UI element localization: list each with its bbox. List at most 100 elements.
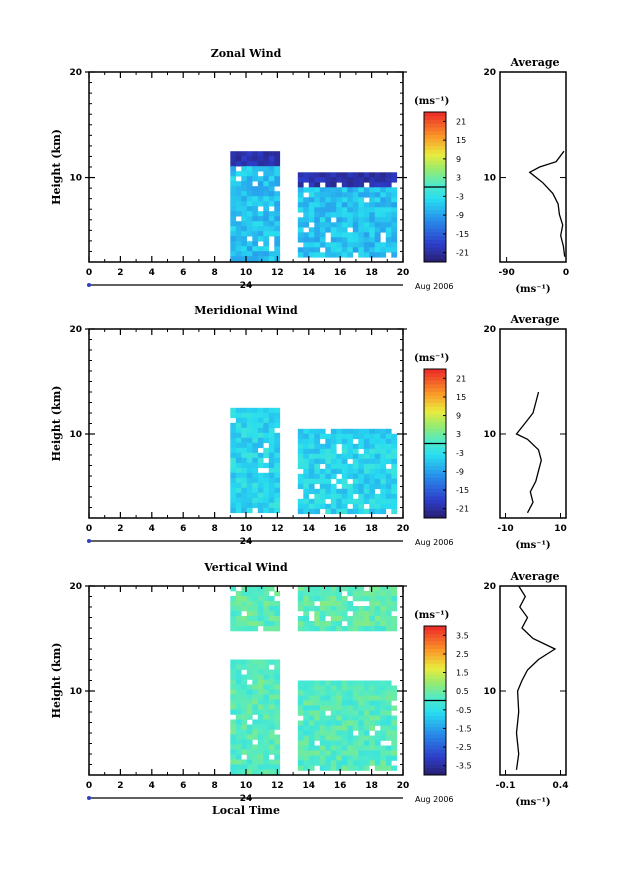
data-cell [391, 458, 398, 465]
data-cell [336, 710, 343, 716]
data-cell [347, 760, 354, 766]
data-cell [268, 452, 275, 459]
data-block [297, 680, 398, 771]
data-cell [358, 591, 365, 597]
data-cell [235, 664, 242, 670]
data-cell [303, 488, 310, 495]
data-cell [325, 591, 332, 597]
data-cell [380, 730, 387, 736]
colorbar-segment [424, 480, 446, 485]
data-cell [274, 616, 281, 622]
data-cell [352, 182, 359, 188]
data-cell [325, 478, 332, 485]
data-cell [230, 601, 237, 607]
data-cell [385, 237, 392, 243]
data-cell [246, 477, 253, 484]
data-cell [252, 457, 259, 464]
data-cell [325, 586, 332, 592]
colorbar-segment [424, 413, 446, 418]
colorbar-segment [424, 756, 446, 761]
data-cell [252, 236, 259, 242]
data-cell [257, 201, 264, 207]
data-cell [336, 680, 343, 686]
data-cell [241, 467, 248, 474]
data-cell [325, 760, 332, 766]
data-cell [274, 206, 281, 212]
data-cell [241, 412, 248, 419]
data-cell [252, 151, 259, 157]
data-cell [341, 725, 348, 731]
data-cell [374, 202, 381, 208]
colorbar-segment [424, 194, 446, 199]
data-cell [297, 750, 304, 756]
data-cell [274, 699, 281, 705]
data-cell [235, 621, 242, 627]
data-cell [263, 166, 270, 172]
data-cell [325, 765, 332, 771]
data-cell [358, 242, 365, 248]
data-cell [325, 611, 332, 617]
data-cell [252, 171, 259, 177]
data-cell [369, 606, 376, 612]
colorbar-segment [424, 465, 446, 471]
data-cell [336, 586, 343, 592]
data-cell [252, 161, 259, 167]
data-cell [380, 182, 387, 188]
data-cell [241, 664, 248, 670]
data-cell [374, 730, 381, 736]
data-cell [391, 765, 398, 771]
data-cell [252, 689, 259, 695]
data-cell [246, 417, 253, 424]
data-cell [336, 177, 343, 183]
data-cell [297, 172, 304, 178]
colorbar-segment [424, 421, 446, 426]
data-cell [347, 232, 354, 238]
data-cell [241, 492, 248, 499]
data-cell [358, 498, 365, 505]
data-cell [274, 447, 281, 454]
data-cell [235, 156, 242, 162]
data-cell [297, 740, 304, 746]
data-cell [263, 616, 270, 622]
data-cell [246, 611, 253, 617]
data-cell [358, 508, 365, 515]
data-cell [336, 493, 343, 500]
data-cell [246, 211, 253, 217]
data-cell [235, 616, 242, 622]
data-cell [263, 246, 270, 252]
data-cell [330, 192, 337, 198]
data-cell [241, 236, 248, 242]
data-cell [252, 412, 259, 419]
data-cell [347, 453, 354, 460]
data-cell [257, 462, 264, 469]
data-cell [352, 611, 359, 617]
data-cell [347, 740, 354, 746]
data-cell [336, 498, 343, 505]
data-cell [297, 725, 304, 731]
colorbar-tick-label: 0.5 [456, 687, 469, 696]
data-cell [330, 232, 337, 238]
data-cell [274, 407, 281, 414]
data-cell [330, 473, 337, 480]
data-cell [263, 156, 270, 162]
data-cell [303, 443, 310, 450]
data-cell [358, 232, 365, 238]
data-cell [263, 482, 270, 489]
data-cell [297, 621, 304, 627]
data-cell [241, 161, 248, 167]
data-cell [241, 709, 248, 715]
data-cell [391, 207, 398, 213]
data-cell [374, 626, 381, 632]
colorbar-segment [424, 484, 446, 489]
data-cell [358, 695, 365, 701]
data-cell [252, 694, 259, 700]
data-cell [230, 719, 237, 725]
data-cell [358, 443, 365, 450]
data-cell [297, 197, 304, 203]
data-cell [385, 596, 392, 602]
data-cell [336, 212, 343, 218]
data-cell [268, 166, 275, 172]
data-cell [274, 221, 281, 227]
data-cell [380, 488, 387, 495]
